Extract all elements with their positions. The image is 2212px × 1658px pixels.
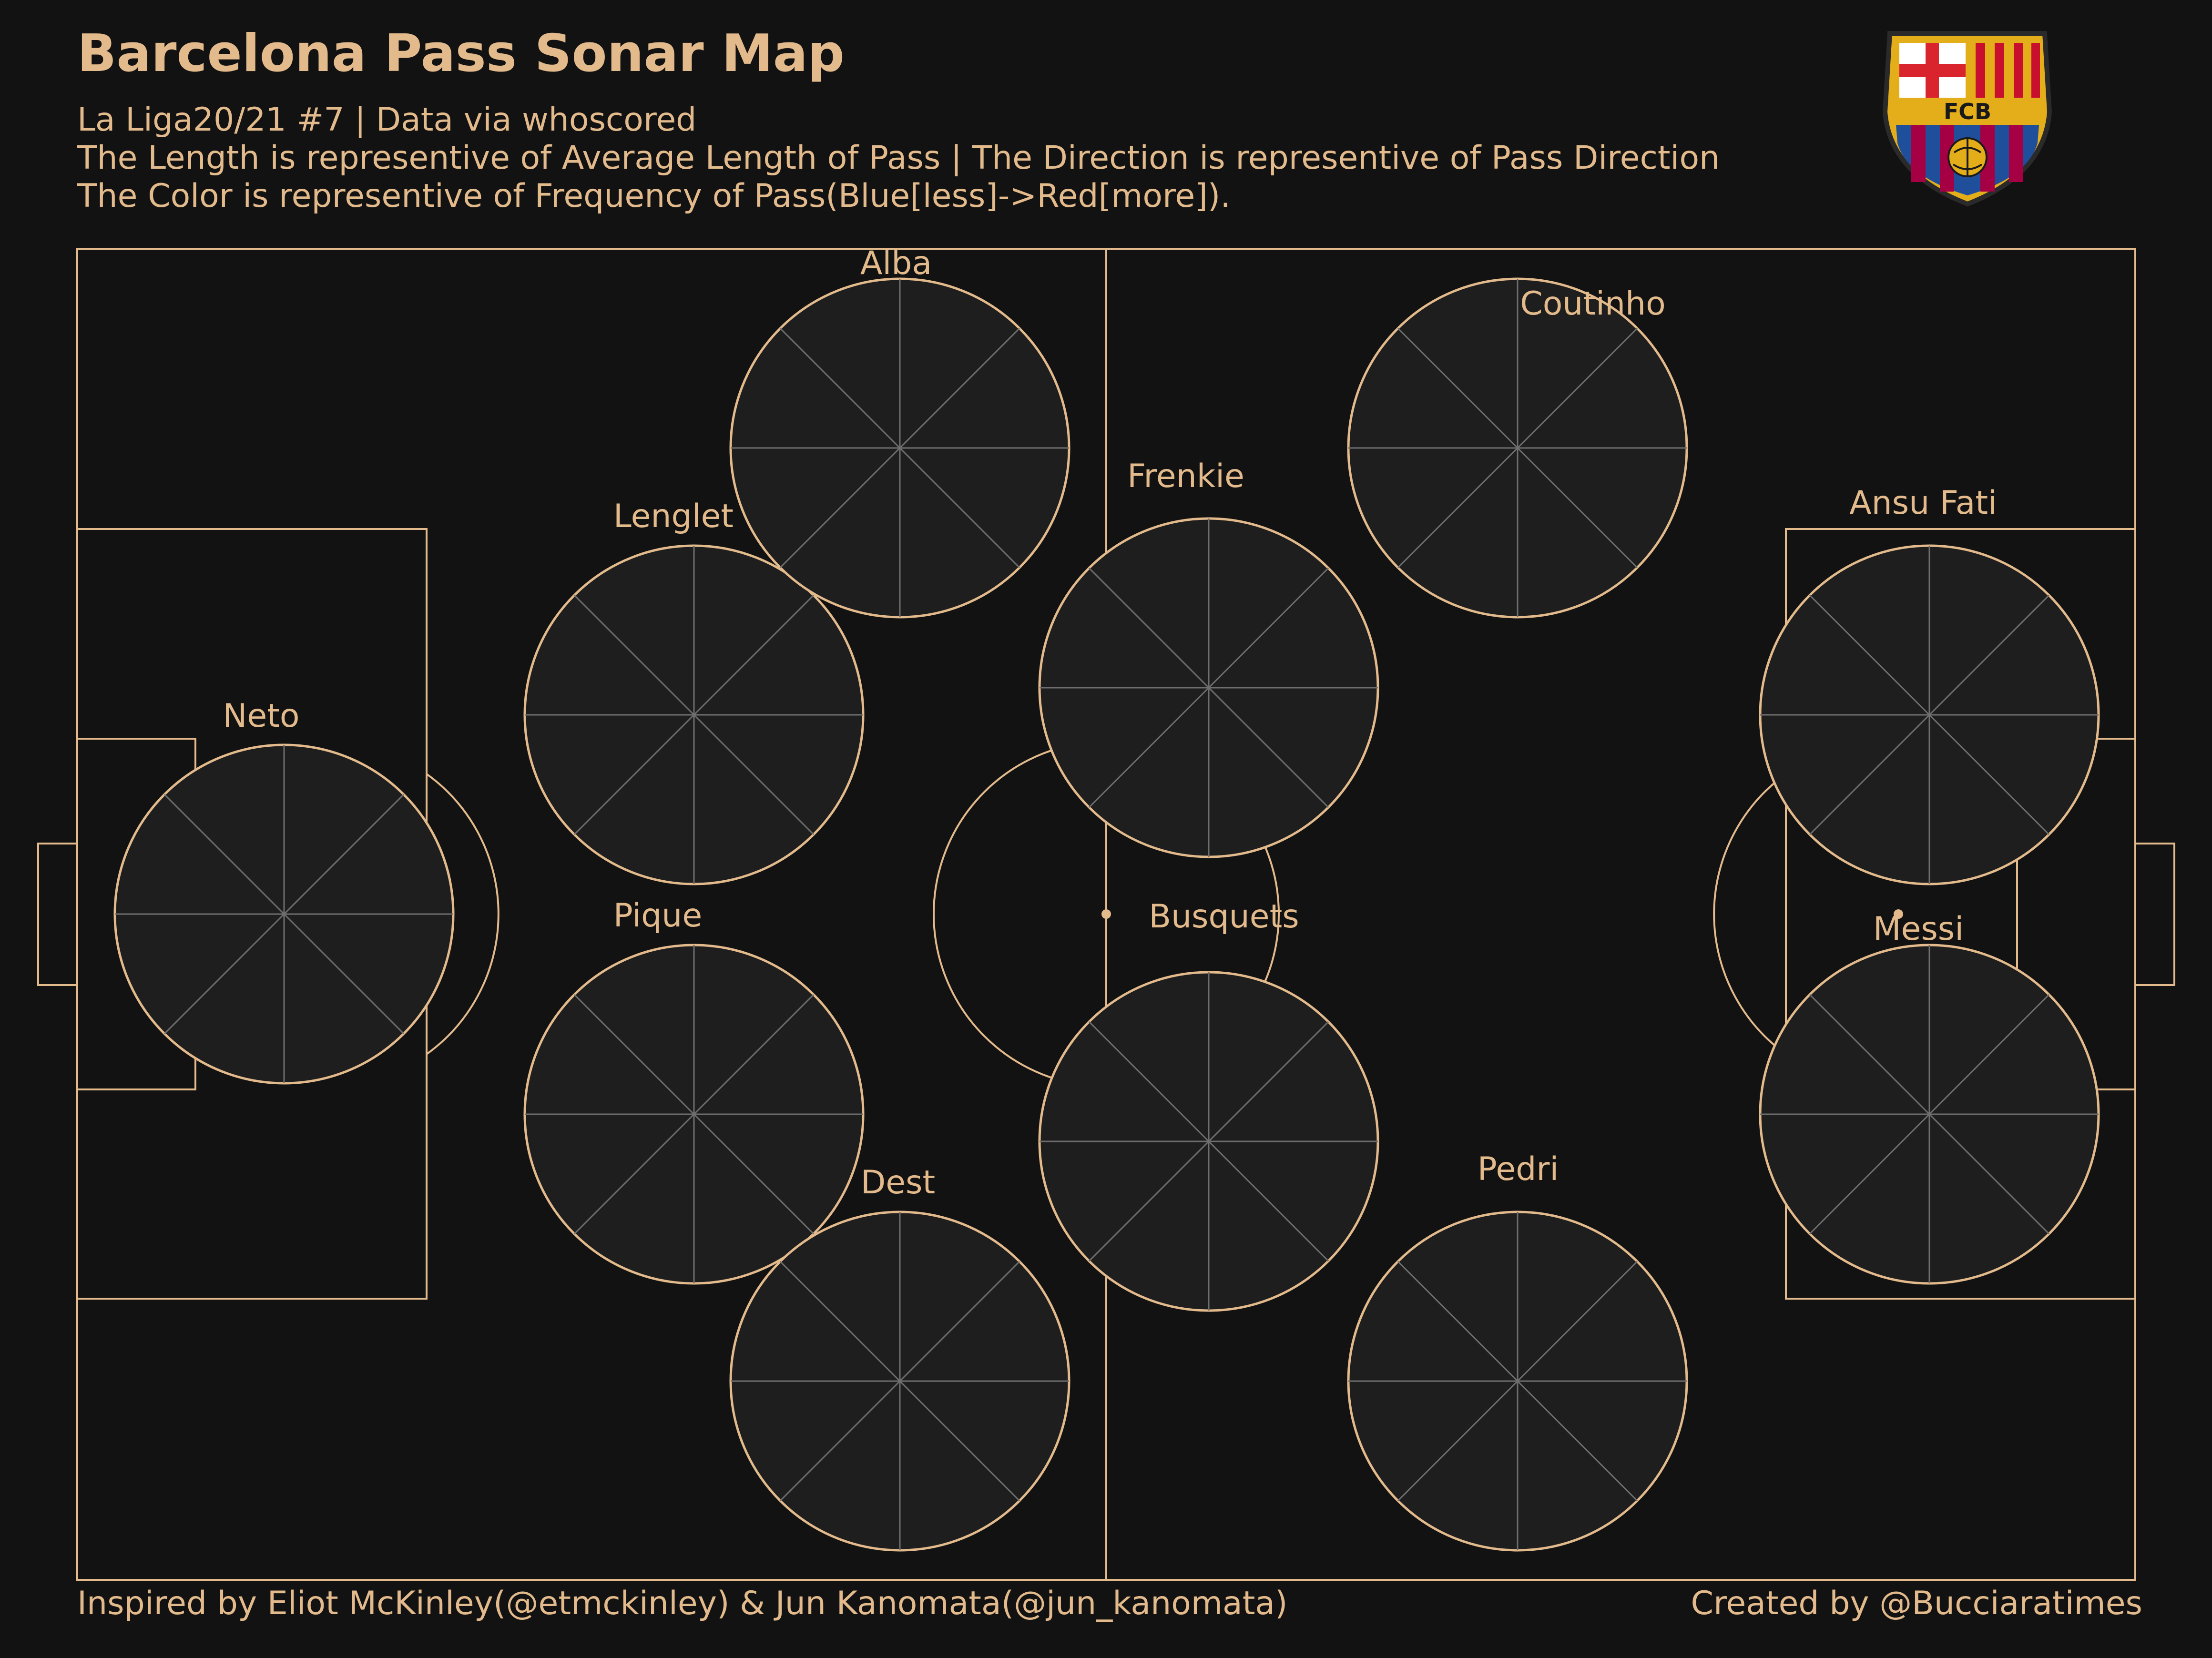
- sonar-gridline: [283, 793, 405, 915]
- sonar-gridline: [1809, 1113, 1930, 1235]
- sonar-lenglet: Lenglet: [523, 498, 865, 885]
- sonar-gridline: [1208, 567, 1329, 689]
- sonar-gridline: [1088, 687, 1210, 808]
- sonar-gridline: [779, 447, 901, 569]
- sonar-gridline: [1088, 567, 1210, 689]
- sonar-gridline: [1809, 594, 1930, 716]
- sonar-gridline: [1397, 447, 1519, 569]
- sonar-gridline: [1809, 714, 1930, 835]
- sonar-gridline: [1208, 687, 1329, 808]
- sonar-gridline: [1809, 994, 1930, 1115]
- sonar-frenkie: Frenkie: [1038, 458, 1379, 858]
- sonar-pedri: Pedri: [1347, 1150, 1688, 1552]
- player-name-alba: Alba: [860, 244, 932, 282]
- sonar-ansu-fati: Ansu Fati: [1759, 484, 2100, 885]
- sonar-gridline: [693, 1113, 815, 1235]
- sonar-gridline: [693, 714, 815, 835]
- sonar-gridline: [163, 913, 285, 1035]
- subtitle-line-2: The Length is representive of Average Le…: [77, 139, 1720, 177]
- sonar-gridline: [1208, 1140, 1329, 1262]
- player-name-busquets: Busquets: [1149, 898, 1299, 936]
- sonar-gridline: [1517, 327, 1638, 449]
- sonar-gridline: [1208, 1021, 1329, 1142]
- sonar-gridline: [899, 1261, 1020, 1382]
- sonar-gridline: [1928, 994, 2050, 1115]
- right-penalty-spot: [1894, 909, 1903, 919]
- player-name-pedri: Pedri: [1478, 1150, 1559, 1188]
- player-name-dest: Dest: [861, 1164, 935, 1201]
- fc-barcelona-crest-icon: FCB: [1882, 31, 2052, 207]
- crest-text: FCB: [1944, 99, 1991, 124]
- sonar-gridline: [1397, 1380, 1519, 1502]
- sonar-gridline: [573, 714, 695, 835]
- sonar-gridline: [573, 594, 695, 716]
- page-title: Barcelona Pass Sonar Map: [77, 24, 845, 83]
- sonar-gridline: [1928, 1113, 2050, 1235]
- player-name-messi: Messi: [1873, 910, 1964, 948]
- sonar-gridline: [693, 594, 815, 716]
- sonar-neto: Neto: [113, 697, 455, 1085]
- sonar-gridline: [1517, 1380, 1638, 1502]
- player-name-lenglet: Lenglet: [613, 498, 734, 535]
- sonar-gridline: [1397, 327, 1519, 449]
- sonar-gridline: [1088, 1021, 1210, 1142]
- sonar-gridline: [1928, 594, 2050, 716]
- sonar-busquets: Busquets: [1038, 898, 1379, 1312]
- footer-credit-right: Created by @Bucciaratimes: [1691, 1585, 2142, 1622]
- sonar-gridline: [573, 994, 695, 1115]
- sonar-gridline: [779, 1261, 901, 1382]
- sonar-gridline: [1517, 447, 1638, 569]
- player-name-neto: Neto: [223, 697, 300, 735]
- sonar-gridline: [693, 994, 815, 1115]
- footer-credit-left: Inspired by Eliot McKinley(@etmckinley) …: [77, 1585, 1288, 1622]
- sonar-gridline: [899, 447, 1020, 569]
- sonar-alba: Alba: [729, 244, 1070, 619]
- sonar-dest: Dest: [729, 1164, 1070, 1552]
- player-name-ansu-fati: Ansu Fati: [1849, 484, 1997, 522]
- player-name-pique: Pique: [613, 897, 703, 935]
- subtitle-line-3: The Color is representive of Frequency o…: [77, 177, 1231, 215]
- sonar-gridline: [899, 1380, 1020, 1502]
- subtitle-line-1: La Liga20/21 #7 | Data via whoscored: [77, 101, 697, 139]
- player-name-coutinho: Coutinho: [1520, 285, 1666, 323]
- sonar-messi: Messi: [1759, 910, 2100, 1285]
- sonar-gridline: [1517, 1261, 1638, 1382]
- sonar-gridline: [779, 327, 901, 449]
- center-spot: [1101, 909, 1111, 919]
- sonar-gridline: [283, 913, 405, 1035]
- sonar-gridline: [1088, 1140, 1210, 1262]
- sonar-gridline: [779, 1380, 901, 1502]
- sonar-pique: Pique: [523, 897, 865, 1285]
- sonar-gridline: [1928, 714, 2050, 835]
- sonar-gridline: [899, 327, 1020, 449]
- sonar-gridline: [573, 1113, 695, 1235]
- player-name-frenkie: Frenkie: [1127, 458, 1244, 495]
- sonar-coutinho: Coutinho: [1347, 277, 1688, 619]
- sonar-gridline: [163, 793, 285, 915]
- sonar-gridline: [1397, 1261, 1519, 1382]
